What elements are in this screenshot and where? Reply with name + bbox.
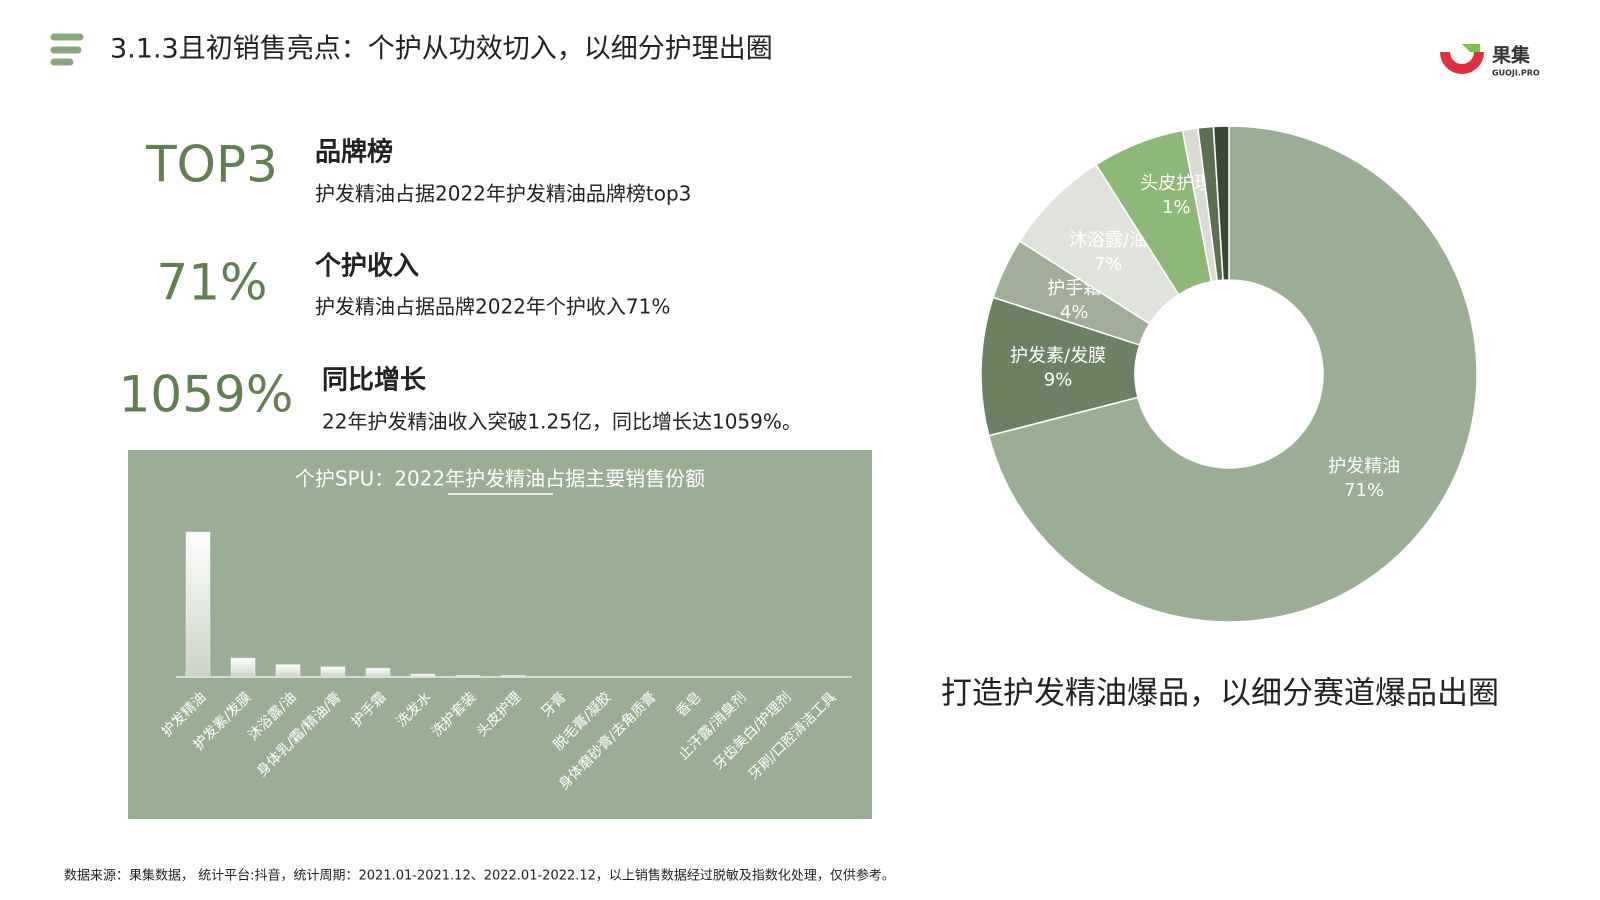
slice-label: 头皮护理 bbox=[1140, 173, 1212, 194]
caption: 打造护发精油爆品，以细分赛道爆品出圈 bbox=[941, 676, 1499, 712]
bar-panel bbox=[128, 450, 872, 819]
stat-heading: 同比增长 bbox=[322, 365, 427, 396]
bar bbox=[320, 666, 346, 678]
stat-heading: 个护收入 bbox=[315, 252, 419, 282]
bar bbox=[455, 675, 481, 678]
logo-text: 果集 bbox=[1491, 44, 1531, 67]
slice-value-label: 4% bbox=[1060, 302, 1089, 323]
bar bbox=[230, 657, 256, 678]
donut-slice bbox=[987, 125, 1478, 623]
logo-sub: GUOJI.PRO bbox=[1492, 69, 1540, 78]
stat-heading: 品牌榜 bbox=[315, 137, 393, 168]
slice-value-label: 7% bbox=[1094, 254, 1123, 275]
slice-value-label: 1% bbox=[1162, 197, 1191, 218]
source-note: 数据来源：果集数据， 统计平台:抖音，统计周期：2021.01-2021.12、… bbox=[64, 868, 895, 884]
donut-slice bbox=[1212, 125, 1230, 281]
bar bbox=[365, 667, 391, 678]
slice-label: 护发素/发膜 bbox=[1010, 346, 1106, 367]
bar bbox=[275, 664, 301, 678]
bar bbox=[500, 675, 526, 678]
bar bbox=[185, 531, 211, 678]
slice-value-label: 9% bbox=[1044, 370, 1073, 391]
stat-text: 护发精油占据2022年护发精油品牌榜top3 bbox=[315, 182, 691, 206]
stat-figure: TOP3 bbox=[145, 136, 278, 194]
stat-text: 护发精油占据品牌2022年个护收入71% bbox=[315, 295, 670, 319]
slide-title: 3.1.3且初销售亮点：个护从功效切入，以细分护理出圈 bbox=[110, 34, 773, 65]
menu-icon bbox=[50, 33, 84, 66]
logo: 果集 GUOJI.PRO bbox=[1440, 44, 1540, 78]
chart-title: 个护SPU：2022年护发精油占据主要销售份额 bbox=[295, 467, 705, 491]
stat-figure: 71% bbox=[156, 254, 267, 312]
slice-value-label: 71% bbox=[1344, 480, 1384, 501]
bar bbox=[410, 673, 436, 678]
stat-figure: 1059% bbox=[119, 366, 294, 424]
slice-label: 沐浴露/油 bbox=[1069, 230, 1147, 251]
stat-text: 22年护发精油收入突破1.25亿，同比增长达1059%。 bbox=[322, 410, 802, 434]
slice-label: 护发精油 bbox=[1328, 456, 1400, 477]
